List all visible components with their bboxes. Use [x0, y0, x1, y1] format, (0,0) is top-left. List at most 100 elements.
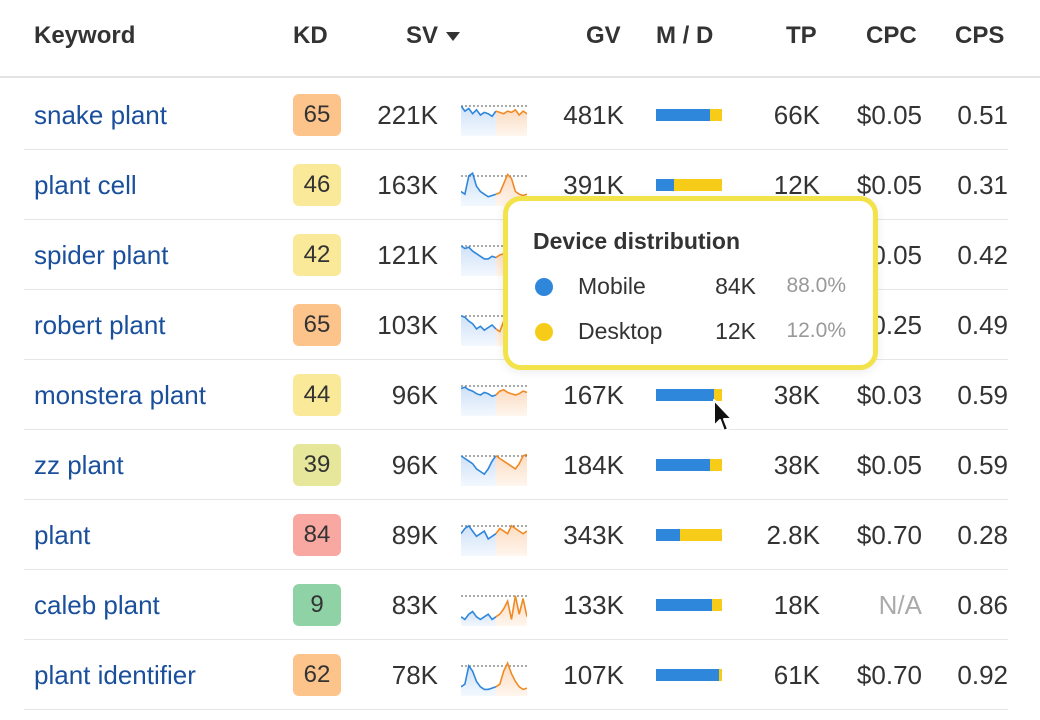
- clicks-per-search: 0.51: [957, 100, 1008, 130]
- tooltip-desktop-percent: 12.0%: [786, 319, 846, 342]
- tooltip-mobile-percent: 88.0%: [786, 274, 846, 297]
- desktop-share-bar: [673, 179, 722, 191]
- global-volume: 133K: [563, 590, 624, 620]
- desktop-share-bar: [712, 599, 722, 611]
- trend-sparkline: [460, 370, 528, 425]
- column-header-keyword[interactable]: Keyword: [34, 22, 136, 49]
- column-header-cps[interactable]: CPS: [955, 22, 1005, 49]
- mobile-share-bar: [656, 529, 680, 541]
- row-divider: [24, 709, 1008, 710]
- tooltip-mobile-value: 84K: [715, 273, 756, 299]
- desktop-share-bar: [679, 529, 722, 541]
- row-divider: [24, 429, 1008, 430]
- trend-sparkline: [460, 580, 528, 635]
- global-volume: 167K: [563, 380, 624, 410]
- keyword-link[interactable]: plant cell: [34, 170, 137, 200]
- tooltip-desktop-value: 12K: [715, 318, 756, 344]
- search-volume: 83K: [391, 590, 438, 620]
- device-distribution-bar[interactable]: [656, 389, 722, 401]
- mobile-share-bar: [656, 669, 720, 681]
- traffic-potential: 66K: [773, 100, 820, 130]
- device-distribution-bar[interactable]: [656, 459, 722, 471]
- table-row: monstera plant 44 96K 167K 38K $0.03 0.59: [0, 360, 1040, 430]
- keyword-link[interactable]: plant identifier: [34, 660, 196, 690]
- table-row: caleb plant 9 83K 133K 18K N/A 0.86: [0, 570, 1040, 640]
- clicks-per-search: 0.59: [957, 450, 1008, 480]
- keyword-link[interactable]: monstera plant: [34, 380, 206, 410]
- trend-sparkline: [460, 440, 528, 495]
- device-distribution-bar[interactable]: [656, 109, 722, 121]
- device-distribution-bar[interactable]: [656, 669, 722, 681]
- tooltip-row-desktop: Desktop 12K 12.0%: [508, 316, 873, 346]
- device-distribution-bar[interactable]: [656, 529, 722, 541]
- keyword-link[interactable]: spider plant: [34, 240, 169, 270]
- column-header-cpc[interactable]: CPC: [866, 22, 917, 49]
- kd-badge: 44: [293, 374, 341, 416]
- traffic-potential: 38K: [773, 380, 820, 410]
- row-divider: [24, 639, 1008, 640]
- kd-badge: 9: [293, 584, 341, 626]
- caret-down-icon: [446, 32, 461, 42]
- keyword-link[interactable]: caleb plant: [34, 590, 160, 620]
- column-header-kd[interactable]: KD: [293, 22, 328, 49]
- row-divider: [24, 569, 1008, 570]
- search-volume: 96K: [391, 380, 438, 410]
- desktop-share-bar: [714, 389, 722, 401]
- kd-badge: 42: [293, 234, 341, 276]
- clicks-per-search: 0.92: [957, 660, 1008, 690]
- keyword-link[interactable]: snake plant: [34, 100, 167, 130]
- traffic-potential: 38K: [773, 450, 820, 480]
- cost-per-click: 0.25: [871, 310, 922, 340]
- row-divider: [24, 499, 1008, 500]
- device-distribution-bar[interactable]: [656, 179, 722, 191]
- kd-badge: 39: [293, 444, 341, 486]
- global-volume: 481K: [563, 100, 624, 130]
- global-volume: 184K: [563, 450, 624, 480]
- traffic-potential: 12K: [773, 170, 820, 200]
- cost-per-click: $0.03: [856, 380, 922, 410]
- kd-badge: 62: [293, 654, 341, 696]
- traffic-potential: 18K: [773, 590, 820, 620]
- search-volume: 89K: [391, 520, 438, 550]
- trend-sparkline: [460, 90, 528, 145]
- cost-per-click: $0.05: [856, 100, 922, 130]
- table-row: snake plant 65 221K 481K 66K $0.05 0.51: [0, 80, 1040, 150]
- kd-badge: 65: [293, 304, 341, 346]
- global-volume: 343K: [563, 520, 624, 550]
- search-volume: 121K: [377, 240, 438, 270]
- mobile-share-bar: [656, 389, 715, 401]
- clicks-per-search: 0.31: [957, 170, 1008, 200]
- table-row: plant identifier 62 78K 107K 61K $0.70 0.92: [0, 640, 1040, 710]
- cost-per-click: 0.05: [871, 240, 922, 270]
- tooltip-desktop-label: Desktop: [578, 318, 663, 344]
- column-header-sv[interactable]: SV: [406, 22, 461, 50]
- column-header-md[interactable]: M / D: [656, 22, 714, 49]
- mouse-pointer-icon: [713, 399, 733, 432]
- desktop-dot-icon: [535, 323, 553, 341]
- table-row: zz plant 39 96K 184K 38K $0.05 0.59: [0, 430, 1040, 500]
- mobile-share-bar: [656, 599, 713, 611]
- search-volume: 163K: [377, 170, 438, 200]
- table-row: plant 84 89K 343K 2.8K $0.70 0.28: [0, 500, 1040, 570]
- search-volume: 96K: [391, 450, 438, 480]
- column-header-tp[interactable]: TP: [786, 22, 817, 49]
- search-volume: 221K: [377, 100, 438, 130]
- search-volume: 78K: [391, 660, 438, 690]
- search-volume: 103K: [377, 310, 438, 340]
- cost-per-click: $0.70: [856, 520, 922, 550]
- tooltip-row-mobile: Mobile 84K 88.0%: [508, 271, 873, 301]
- device-distribution-bar[interactable]: [656, 599, 722, 611]
- keyword-link[interactable]: plant: [34, 520, 91, 550]
- keyword-link[interactable]: zz plant: [34, 450, 124, 480]
- row-divider: [24, 149, 1008, 150]
- keyword-link[interactable]: robert plant: [34, 310, 166, 340]
- traffic-potential: 2.8K: [766, 520, 821, 550]
- column-header-gv[interactable]: GV: [586, 22, 621, 49]
- mobile-share-bar: [656, 459, 711, 471]
- cost-per-click: N/A: [878, 590, 922, 620]
- mobile-share-bar: [656, 179, 674, 191]
- clicks-per-search: 0.59: [957, 380, 1008, 410]
- tooltip-title: Device distribution: [533, 228, 741, 254]
- clicks-per-search: 0.28: [957, 520, 1008, 550]
- desktop-share-bar: [719, 669, 722, 681]
